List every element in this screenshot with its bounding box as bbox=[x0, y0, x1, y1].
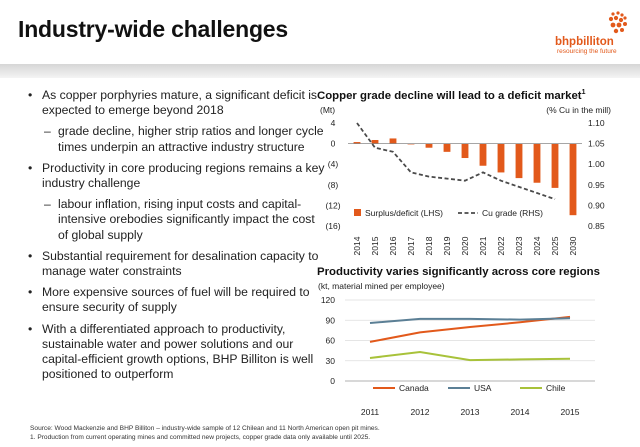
chart1-title-footnote: 1 bbox=[581, 89, 586, 96]
chart1-x-tick: 2024 bbox=[532, 236, 542, 255]
chart2-title: Productivity varies significantly across… bbox=[317, 266, 600, 278]
chart1-bar bbox=[479, 143, 487, 166]
chart1-bar bbox=[551, 143, 559, 188]
chart1-left-tick: 0 bbox=[331, 139, 336, 149]
chart1-right-tick: 0.90 bbox=[588, 200, 605, 210]
chart2-y-tick: 90 bbox=[326, 315, 336, 325]
chart1-left-tick: 4 bbox=[331, 118, 336, 128]
logo-wordmark: bhpbilliton bbox=[555, 36, 614, 48]
chart2-y-tick: 120 bbox=[321, 295, 335, 305]
chart1-bar bbox=[353, 142, 361, 144]
chart1-left-tick: (12) bbox=[325, 200, 340, 210]
footer: Source: Wood Mackenzie and BHP Billiton … bbox=[30, 425, 380, 442]
chart1-legend-bar-label: Surplus/deficit (LHS) bbox=[365, 208, 443, 218]
chart1-right-tick: 1.05 bbox=[588, 139, 605, 149]
chart1-x-tick: 2017 bbox=[406, 236, 416, 255]
chart2-series-line bbox=[369, 317, 571, 324]
chart1-x-tick: 2030 bbox=[568, 236, 578, 255]
chart1-x-tick: 2016 bbox=[388, 236, 398, 255]
chart1-bar bbox=[461, 143, 469, 159]
chart1-legend-bar-swatch bbox=[354, 209, 361, 216]
chart1-right-tick: 1.00 bbox=[588, 159, 605, 169]
sub-bullet-item: labour inflation, rising input costs and… bbox=[28, 197, 328, 243]
chart2-y-tick: 60 bbox=[326, 336, 336, 346]
chart1-x-tick: 2020 bbox=[460, 236, 470, 255]
header-divider bbox=[0, 64, 640, 78]
chart2-x-tick: 2011 bbox=[361, 407, 380, 417]
chart1-legend-line-label: Cu grade (RHS) bbox=[482, 208, 543, 218]
chart1-bar bbox=[425, 143, 433, 148]
chart2-x-tick: 2013 bbox=[461, 407, 480, 417]
footer-source: Source: Wood Mackenzie and BHP Billiton … bbox=[30, 425, 380, 432]
footer-note: 1. Production from current operating min… bbox=[30, 433, 371, 441]
bullet-item: More expensive sources of fuel will be r… bbox=[28, 285, 328, 315]
bullet-item: Substantial requirement for desalination… bbox=[28, 249, 328, 279]
chart1-right-tick: 0.95 bbox=[588, 180, 605, 190]
chart2-series-line bbox=[369, 350, 571, 362]
sub-bullet-item: grade decline, higher strip ratios and l… bbox=[28, 124, 328, 154]
chart1-bar bbox=[389, 138, 397, 144]
chart1-bar bbox=[407, 143, 415, 145]
chart2-legend-label: Chile bbox=[546, 383, 566, 393]
chart1-right-tick: 0.85 bbox=[588, 221, 605, 231]
chart1-bar bbox=[515, 143, 523, 179]
logo-tagline: resourcing the future bbox=[557, 48, 617, 55]
chart1-x-tick: 2014 bbox=[352, 236, 362, 255]
chart1-left-tick: (4) bbox=[328, 159, 339, 169]
chart1-left-unit: (Mt) bbox=[320, 105, 335, 115]
chart1-title-text: Copper grade decline will lead to a defi… bbox=[317, 89, 582, 102]
chart2-legend-label: Canada bbox=[399, 383, 429, 393]
chart1-x-tick: 2025 bbox=[550, 236, 560, 255]
bullet-item: With a differentiated approach to produc… bbox=[28, 322, 328, 383]
chart1-x-tick: 2019 bbox=[442, 236, 452, 255]
bullet-list: As copper porphyries mature, a significa… bbox=[28, 88, 328, 388]
chart2-x-tick: 2012 bbox=[411, 407, 430, 417]
chart1-right-tick: 1.10 bbox=[588, 118, 605, 128]
chart2-y-tick: 30 bbox=[326, 356, 336, 366]
chart2-y-label: (kt, material mined per employee) bbox=[318, 281, 445, 291]
chart1-x-tick: 2022 bbox=[496, 236, 506, 255]
slide-title: Industry-wide challenges bbox=[18, 16, 288, 42]
chart1-right-unit: (% Cu in the mill) bbox=[546, 105, 611, 115]
chart1-x-tick: 2023 bbox=[514, 236, 524, 255]
chart2-series-line bbox=[369, 315, 571, 343]
chart1-x-tick: 2018 bbox=[424, 236, 434, 255]
chart1-title: Copper grade decline will lead to a defi… bbox=[317, 89, 586, 102]
logo-mark-icon bbox=[608, 11, 627, 34]
chart2-x-tick: 2014 bbox=[511, 407, 530, 417]
chart1-x-tick: 2015 bbox=[370, 236, 380, 255]
chart1-left-tick: (16) bbox=[325, 221, 340, 231]
company-logo: bhpbilliton resourcing the future bbox=[555, 6, 635, 56]
chart1-left-tick: (8) bbox=[328, 180, 339, 190]
bullet-item: Productivity in core producing regions r… bbox=[28, 161, 328, 191]
chart1-bar bbox=[497, 143, 505, 173]
chart1-bar bbox=[569, 143, 577, 216]
chart1-bar bbox=[443, 143, 451, 152]
deficit-grade-chart: (Mt) (% Cu in the mill) 4 0 (4) (8) (12) (16) 1.… bbox=[320, 105, 611, 255]
productivity-chart: (kt, material mined per employee) 0 30 60 90… bbox=[318, 281, 595, 417]
chart2-x-tick: 2015 bbox=[561, 407, 580, 417]
chart1-x-tick: 2021 bbox=[478, 236, 488, 255]
chart1-bar bbox=[371, 139, 379, 144]
chart1-grade-line bbox=[356, 122, 556, 201]
chart2-y-tick: 0 bbox=[330, 376, 335, 386]
bullet-item: As copper porphyries mature, a significa… bbox=[28, 88, 328, 118]
chart2-legend-label: USA bbox=[474, 383, 492, 393]
chart1-bar bbox=[533, 143, 541, 183]
